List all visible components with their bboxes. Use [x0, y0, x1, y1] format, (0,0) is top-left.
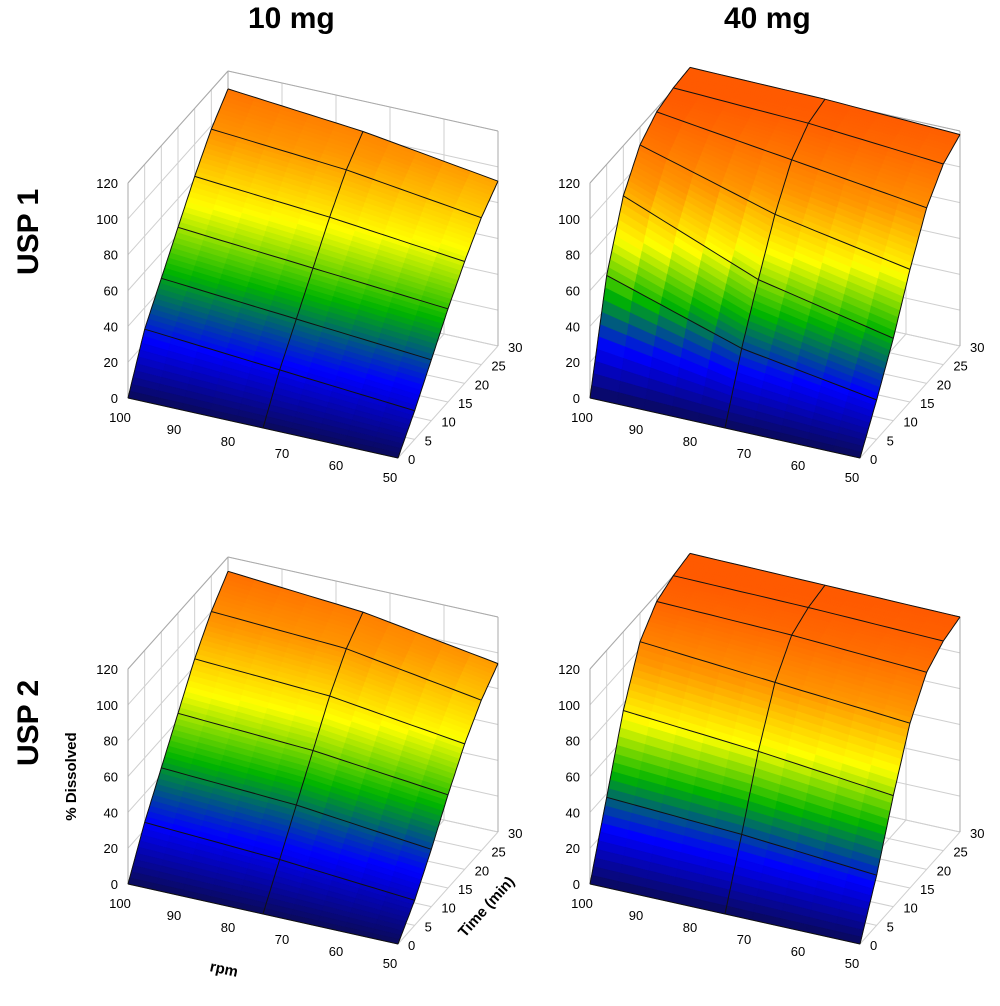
time-tick-label: 25 — [953, 359, 967, 374]
time-tick-label: 5 — [425, 433, 432, 448]
z-tick-label: 80 — [104, 248, 118, 263]
time-tick-label: 0 — [870, 938, 877, 953]
z-tick-label: 120 — [558, 176, 580, 191]
rpm-tick-label: 60 — [791, 944, 805, 959]
time-tick-label: 0 — [870, 452, 877, 467]
mesh-line-rpm-50 — [397, 180, 499, 459]
z-tick-label: 20 — [104, 355, 118, 370]
time-tick-label: 15 — [920, 882, 934, 897]
time-tick-label: 10 — [903, 901, 917, 916]
rpm-tick-label: 90 — [629, 908, 643, 923]
time-tick-label: 25 — [953, 845, 967, 860]
rpm-tick-label: 80 — [221, 434, 235, 449]
time-tick-label: 30 — [508, 340, 522, 355]
z-tick-label: 120 — [96, 176, 118, 191]
time-tick-label: 20 — [937, 863, 951, 878]
z-tick-label: 100 — [96, 212, 118, 227]
time-tick-label: 5 — [887, 433, 894, 448]
mesh-line-rpm-75 — [724, 98, 826, 429]
box-edge-3 — [127, 70, 229, 184]
rpm-tick-label: 90 — [167, 422, 181, 437]
box-edge-4 — [227, 556, 499, 618]
time-tick-label: 20 — [937, 377, 951, 392]
time-tick-label: 10 — [903, 415, 917, 430]
z-tick-label: 0 — [573, 391, 580, 406]
rpm-tick-label: 80 — [683, 434, 697, 449]
rpm-tick-label: 50 — [845, 956, 859, 971]
box-edge-4 — [227, 70, 499, 132]
rpm-tick-label: 100 — [571, 896, 593, 911]
time-tick-label: 0 — [408, 452, 415, 467]
z-tick-label: 80 — [566, 734, 580, 749]
z-tick-label: 20 — [566, 355, 580, 370]
time-tick-label: 30 — [970, 826, 984, 841]
time-tick-label: 20 — [475, 377, 489, 392]
time-tick-label: 15 — [920, 396, 934, 411]
z-tick-label: 20 — [566, 841, 580, 856]
time-tick-label: 15 — [458, 396, 472, 411]
rpm-tick-label: 80 — [683, 920, 697, 935]
box-edge-3 — [127, 556, 229, 670]
z-tick-label: 100 — [558, 212, 580, 227]
rpm-tick-label: 60 — [791, 458, 805, 473]
rpm-tick-label: 100 — [109, 410, 131, 425]
time-tick-label: 5 — [887, 919, 894, 934]
time-tick-label: 30 — [970, 340, 984, 355]
z-tick-label: 60 — [104, 284, 118, 299]
z-tick-label: 40 — [566, 805, 580, 820]
time-tick-label: 25 — [491, 359, 505, 374]
time-tick-label: 10 — [441, 415, 455, 430]
z-tick-label: 0 — [573, 877, 580, 892]
z-tick-label: 100 — [558, 698, 580, 713]
rpm-tick-label: 50 — [383, 470, 397, 485]
rpm-tick-label: 70 — [275, 446, 289, 461]
column-header-10mg: 10 mg — [248, 2, 335, 35]
mesh-line-rpm-100 — [589, 67, 691, 399]
mesh-line-rpm-75 — [262, 131, 364, 429]
z-tick-label: 40 — [104, 319, 118, 334]
rpm-tick-label: 100 — [571, 410, 593, 425]
mesh-line-rpm-50 — [859, 134, 961, 459]
rpm-tick-label: 70 — [737, 932, 751, 947]
mesh-line-rpm-100 — [127, 88, 229, 399]
z-tick-label: 40 — [566, 319, 580, 334]
rpm-tick-label: 70 — [737, 446, 751, 461]
z-tick-label: 60 — [566, 284, 580, 299]
rpm-tick-label: 60 — [329, 458, 343, 473]
rpm-tick-label: 90 — [629, 422, 643, 437]
z-tick-label: 60 — [566, 770, 580, 785]
z-tick-label: 0 — [111, 391, 118, 406]
z-tick-label: 120 — [558, 662, 580, 677]
rpm-tick-label: 50 — [845, 470, 859, 485]
column-header-40mg: 40 mg — [724, 2, 811, 35]
z-tick-label: 80 — [566, 248, 580, 263]
